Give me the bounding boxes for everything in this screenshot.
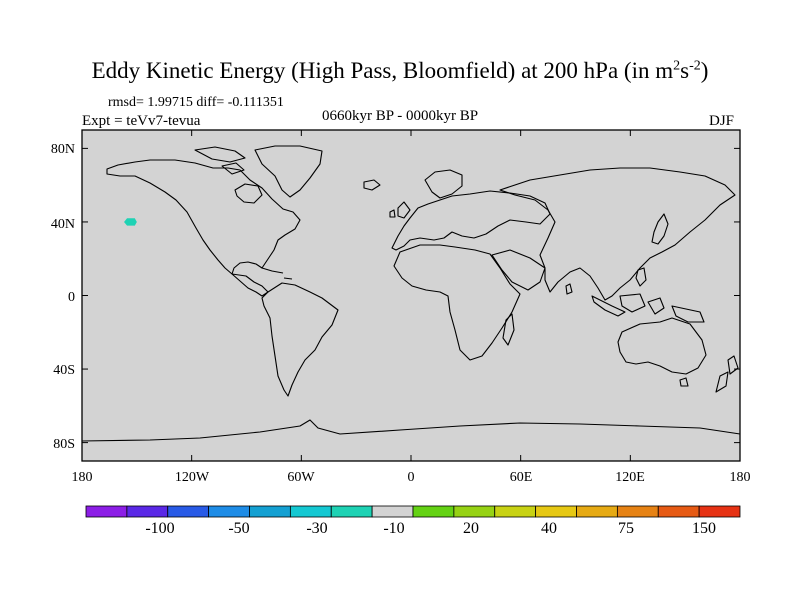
colorbar-box [576,505,618,518]
lat-label-80s: 80S [53,437,75,452]
title-sup-1: 2 [673,58,681,74]
coast-philippines [635,267,647,287]
colorbar-box [126,505,169,518]
title-main: Eddy Kinetic Energy (High Pass, Bloomfie… [91,58,674,83]
lat-label-80n: 80N [50,142,75,157]
season-label: DJF [709,113,735,129]
coast-sri-lanka [565,283,573,295]
map-title: Eddy Kinetic Energy (High Pass, Bloomfie… [0,58,800,84]
axis-ticks [81,130,741,461]
colorbar-box [494,505,537,518]
title-end: ) [700,58,709,83]
rmsd-diff-stats: rmsd= 1.99715 diff= -0.111351 [108,95,284,110]
colorbar-box [167,505,210,518]
lon-label-120w: 120W [174,470,210,485]
colorbar-label: -50 [228,520,250,537]
title-sup-2: -2 [689,58,701,74]
coast-asia [499,167,736,301]
colorbar-box [208,505,250,518]
coast-iceland [363,179,381,191]
coast-antarctica [81,419,741,442]
colorbar-box [698,505,741,518]
colorbar [85,505,741,518]
coast-madagascar [502,313,515,346]
colorbar-box [371,505,414,518]
colorbar-box [330,505,373,518]
colorbar-box [535,505,577,518]
coast-indonesia [591,293,705,323]
coastlines [81,145,741,442]
colorbar-box [453,505,496,518]
map-background [82,130,740,461]
coast-europe [391,190,551,251]
coast-caribbean [261,267,293,280]
colorbar-label: 20 [463,520,479,537]
colorbar-box [616,505,659,518]
coast-british-isles [389,201,411,219]
coast-tasmania [679,377,689,387]
colorbar-box [412,505,455,518]
coast-greenland [254,145,323,198]
experiment-label: Expt = teVv7-tevua [82,113,201,129]
colorbar-label: -30 [306,520,328,537]
lat-label-40n: 40N [50,217,75,232]
coast-japan [651,213,669,245]
coast-scandinavia [424,169,463,199]
lat-label-40s: 40S [53,363,75,378]
coast-new-zealand [715,355,739,393]
colorbar-box [657,505,700,518]
colorbar-label: -100 [145,520,175,537]
coast-central-america [231,273,269,297]
lon-label-120e: 120E [615,470,645,485]
lon-label-180w: 180 [71,470,93,485]
colorbar-label: 150 [692,520,716,537]
title-mid: s [680,58,690,83]
lon-label-0: 0 [407,470,415,485]
colorbar-box [289,505,332,518]
coast-south-america [261,282,339,397]
lon-label-60e: 60E [509,470,533,485]
lon-label-60w: 60W [287,470,315,485]
colorbar-box [249,505,291,518]
coast-north-america [106,159,301,275]
coast-africa [393,244,521,361]
period-label: 0660kyr BP - 0000kyr BP [322,108,479,124]
colorbar-box [85,505,128,518]
colorbar-label: 75 [618,520,634,537]
lat-label-equator: 0 [68,290,75,305]
colorbar-label: 40 [541,520,557,537]
coast-australia [617,317,707,375]
coast-arctic-islands [194,146,246,175]
coast-arabia [491,249,546,291]
coast-hudson-bay [234,183,263,204]
anomaly-region [124,218,137,226]
colorbar-label: -10 [383,520,405,537]
lon-label-180e: 180 [729,470,751,485]
